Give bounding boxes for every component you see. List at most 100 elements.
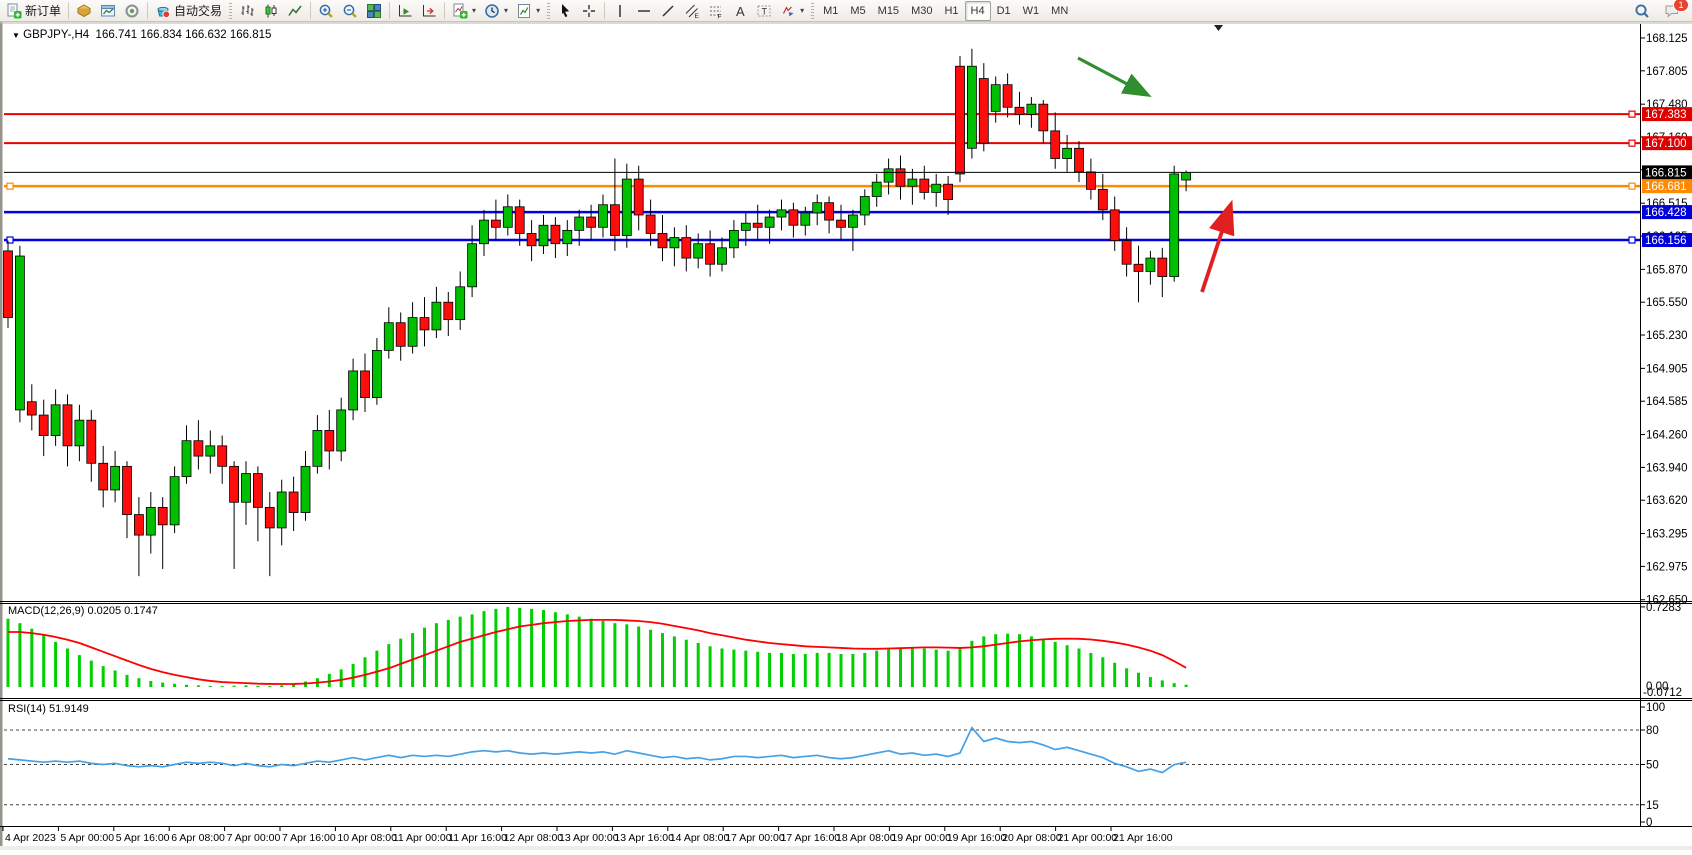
price-tick-label: 163.620: [1646, 495, 1688, 507]
timeframe-button-h4[interactable]: H4: [964, 0, 991, 21]
price-tick-label: 165.870: [1646, 264, 1688, 276]
indicators-button[interactable]: ▾: [448, 0, 480, 22]
chart-shift-button[interactable]: [417, 0, 441, 22]
crosshair-button[interactable]: [577, 0, 601, 22]
price-tick-label: 165.550: [1646, 297, 1688, 309]
support-line-2-handle[interactable]: [1628, 236, 1636, 244]
price-tick-label: 163.295: [1646, 529, 1688, 541]
market-watch-button[interactable]: [72, 0, 96, 22]
terminal-button[interactable]: [120, 0, 144, 22]
pivot-line-handle[interactable]: [1628, 182, 1636, 190]
time-scale[interactable]: 4 Apr 2023 5 Apr 00:00 5 Apr 16:00 6 Apr 08…: [2, 827, 1173, 844]
terminal-icon: [124, 3, 140, 19]
trendline-icon: [660, 3, 676, 19]
rsi-panel: 100 80 50 15 0: [4, 702, 1665, 829]
button-label: 自动交易: [174, 4, 223, 18]
time-tick-label: 18 Apr 08:00: [836, 832, 896, 844]
text-label-icon: T: [756, 3, 772, 19]
tile-windows-button[interactable]: [362, 0, 386, 22]
chevron-down-icon: ▾: [472, 6, 477, 15]
toolbar-grip: [811, 2, 815, 19]
zoom-out-button[interactable]: [338, 0, 362, 22]
macd-signal-line: [8, 619, 1187, 685]
line-chart-button[interactable]: [283, 0, 307, 22]
crosshair-icon: [581, 3, 597, 19]
chart-window[interactable]: 168.125167.805167.480167.160166.840166.5…: [0, 22, 1692, 850]
timeframe-button-w1[interactable]: W1: [1017, 1, 1046, 21]
price-tick-label: 168.125: [1646, 33, 1688, 45]
notification-badge: 1: [1673, 0, 1689, 12]
timeframe-button-mn[interactable]: MN: [1045, 1, 1074, 21]
time-tick-label: 10 Apr 08:00: [337, 832, 397, 844]
periods-button[interactable]: ▾: [480, 0, 512, 22]
toolbar-right-group: 1: [1630, 0, 1689, 22]
rsi-axis-label: 0: [1646, 817, 1652, 829]
price-tick-label: 163.940: [1646, 462, 1688, 474]
resistance-line-1-handle[interactable]: [1628, 110, 1636, 118]
timeframe-button-h1[interactable]: H1: [938, 1, 964, 21]
price-badge-167.383: 167.383: [1645, 109, 1687, 121]
bar-chart-icon: [239, 3, 255, 19]
price-tick-label: 164.585: [1646, 396, 1688, 408]
time-tick-label: 11 Apr 16:00: [448, 832, 507, 844]
window-left-border: [0, 22, 3, 850]
chart-background: [0, 22, 1692, 850]
time-tick-label: 13 Apr 00:00: [559, 832, 619, 844]
timeframe-button-m15[interactable]: M15: [872, 1, 905, 21]
auto-scroll-button[interactable]: [393, 0, 417, 22]
fibonacci-icon: F: [708, 3, 724, 20]
horizontal-line-button[interactable]: [632, 0, 656, 22]
timeframe-button-m30[interactable]: M30: [905, 1, 938, 21]
uptrend-arrow[interactable]: [1200, 199, 1235, 293]
fibonacci-button[interactable]: F: [704, 0, 728, 22]
vertical-line-button[interactable]: [608, 0, 632, 22]
price-badge-167.100: 167.100: [1645, 138, 1687, 150]
bar-chart-button[interactable]: [235, 0, 259, 22]
support-line-2-handle[interactable]: [6, 236, 14, 244]
zoom-in-icon: [318, 3, 334, 19]
toolbar-separator: [147, 2, 149, 19]
cursor-button[interactable]: [553, 0, 577, 22]
timeframe-button-m5[interactable]: M5: [844, 1, 871, 21]
search-button[interactable]: [1630, 0, 1654, 22]
navigator-icon: [100, 3, 116, 19]
time-tick-label: 17 Apr 16:00: [781, 832, 841, 844]
macd-axis-min: -0.0712: [1643, 687, 1682, 699]
svg-text:A: A: [736, 4, 745, 19]
time-tick-label: 17 Apr 00:00: [725, 832, 785, 844]
price-tick-label: 164.260: [1646, 430, 1688, 442]
templates-button[interactable]: ▾: [512, 0, 544, 22]
chart-menu-arrow-icon[interactable]: ▼: [12, 31, 20, 40]
price-tick-label: 162.975: [1646, 561, 1688, 573]
equidistant-channel-button[interactable]: E: [680, 0, 704, 22]
downtrend-arrow[interactable]: [1077, 56, 1152, 97]
window-bottom-strip: [0, 846, 1692, 850]
templates-icon: [516, 3, 532, 19]
resistance-line-2-handle[interactable]: [1628, 139, 1636, 147]
auto-trading-button[interactable]: 自动交易: [151, 0, 226, 22]
button-label: H1: [944, 4, 959, 17]
trendline-button[interactable]: [656, 0, 680, 22]
horizontal-line-icon: [636, 3, 652, 19]
candlestick-chart-button[interactable]: [259, 0, 283, 22]
navigator-button[interactable]: [96, 0, 120, 22]
new-order-button[interactable]: 新订单: [2, 0, 65, 22]
rsi-line: [7, 726, 1187, 774]
pivot-line-handle[interactable]: [6, 182, 14, 190]
svg-text:E: E: [695, 13, 700, 19]
text-button[interactable]: A: [728, 0, 752, 22]
time-tick-label: 5 Apr 16:00: [116, 832, 170, 844]
notifications-button[interactable]: 1: [1660, 0, 1689, 22]
tile-windows-icon: [366, 3, 382, 19]
rsi-axis-label: 50: [1646, 760, 1659, 772]
text-label-button[interactable]: T: [752, 0, 776, 22]
timeframe-button-d1[interactable]: D1: [991, 1, 1017, 21]
price-chart-canvas[interactable]: 168.125167.805167.480167.160166.840166.5…: [0, 22, 1692, 850]
chart-shift-marker[interactable]: [1214, 25, 1223, 31]
candles: [3, 48, 1191, 577]
timeframe-button-m1[interactable]: M1: [817, 1, 844, 21]
button-label: M15: [877, 4, 900, 17]
price-badges: 167.383 167.100 166.815 166.681 166.428 166.1…: [1642, 107, 1692, 248]
zoom-in-button[interactable]: [314, 0, 338, 22]
arrows-button[interactable]: ▾: [776, 0, 808, 22]
